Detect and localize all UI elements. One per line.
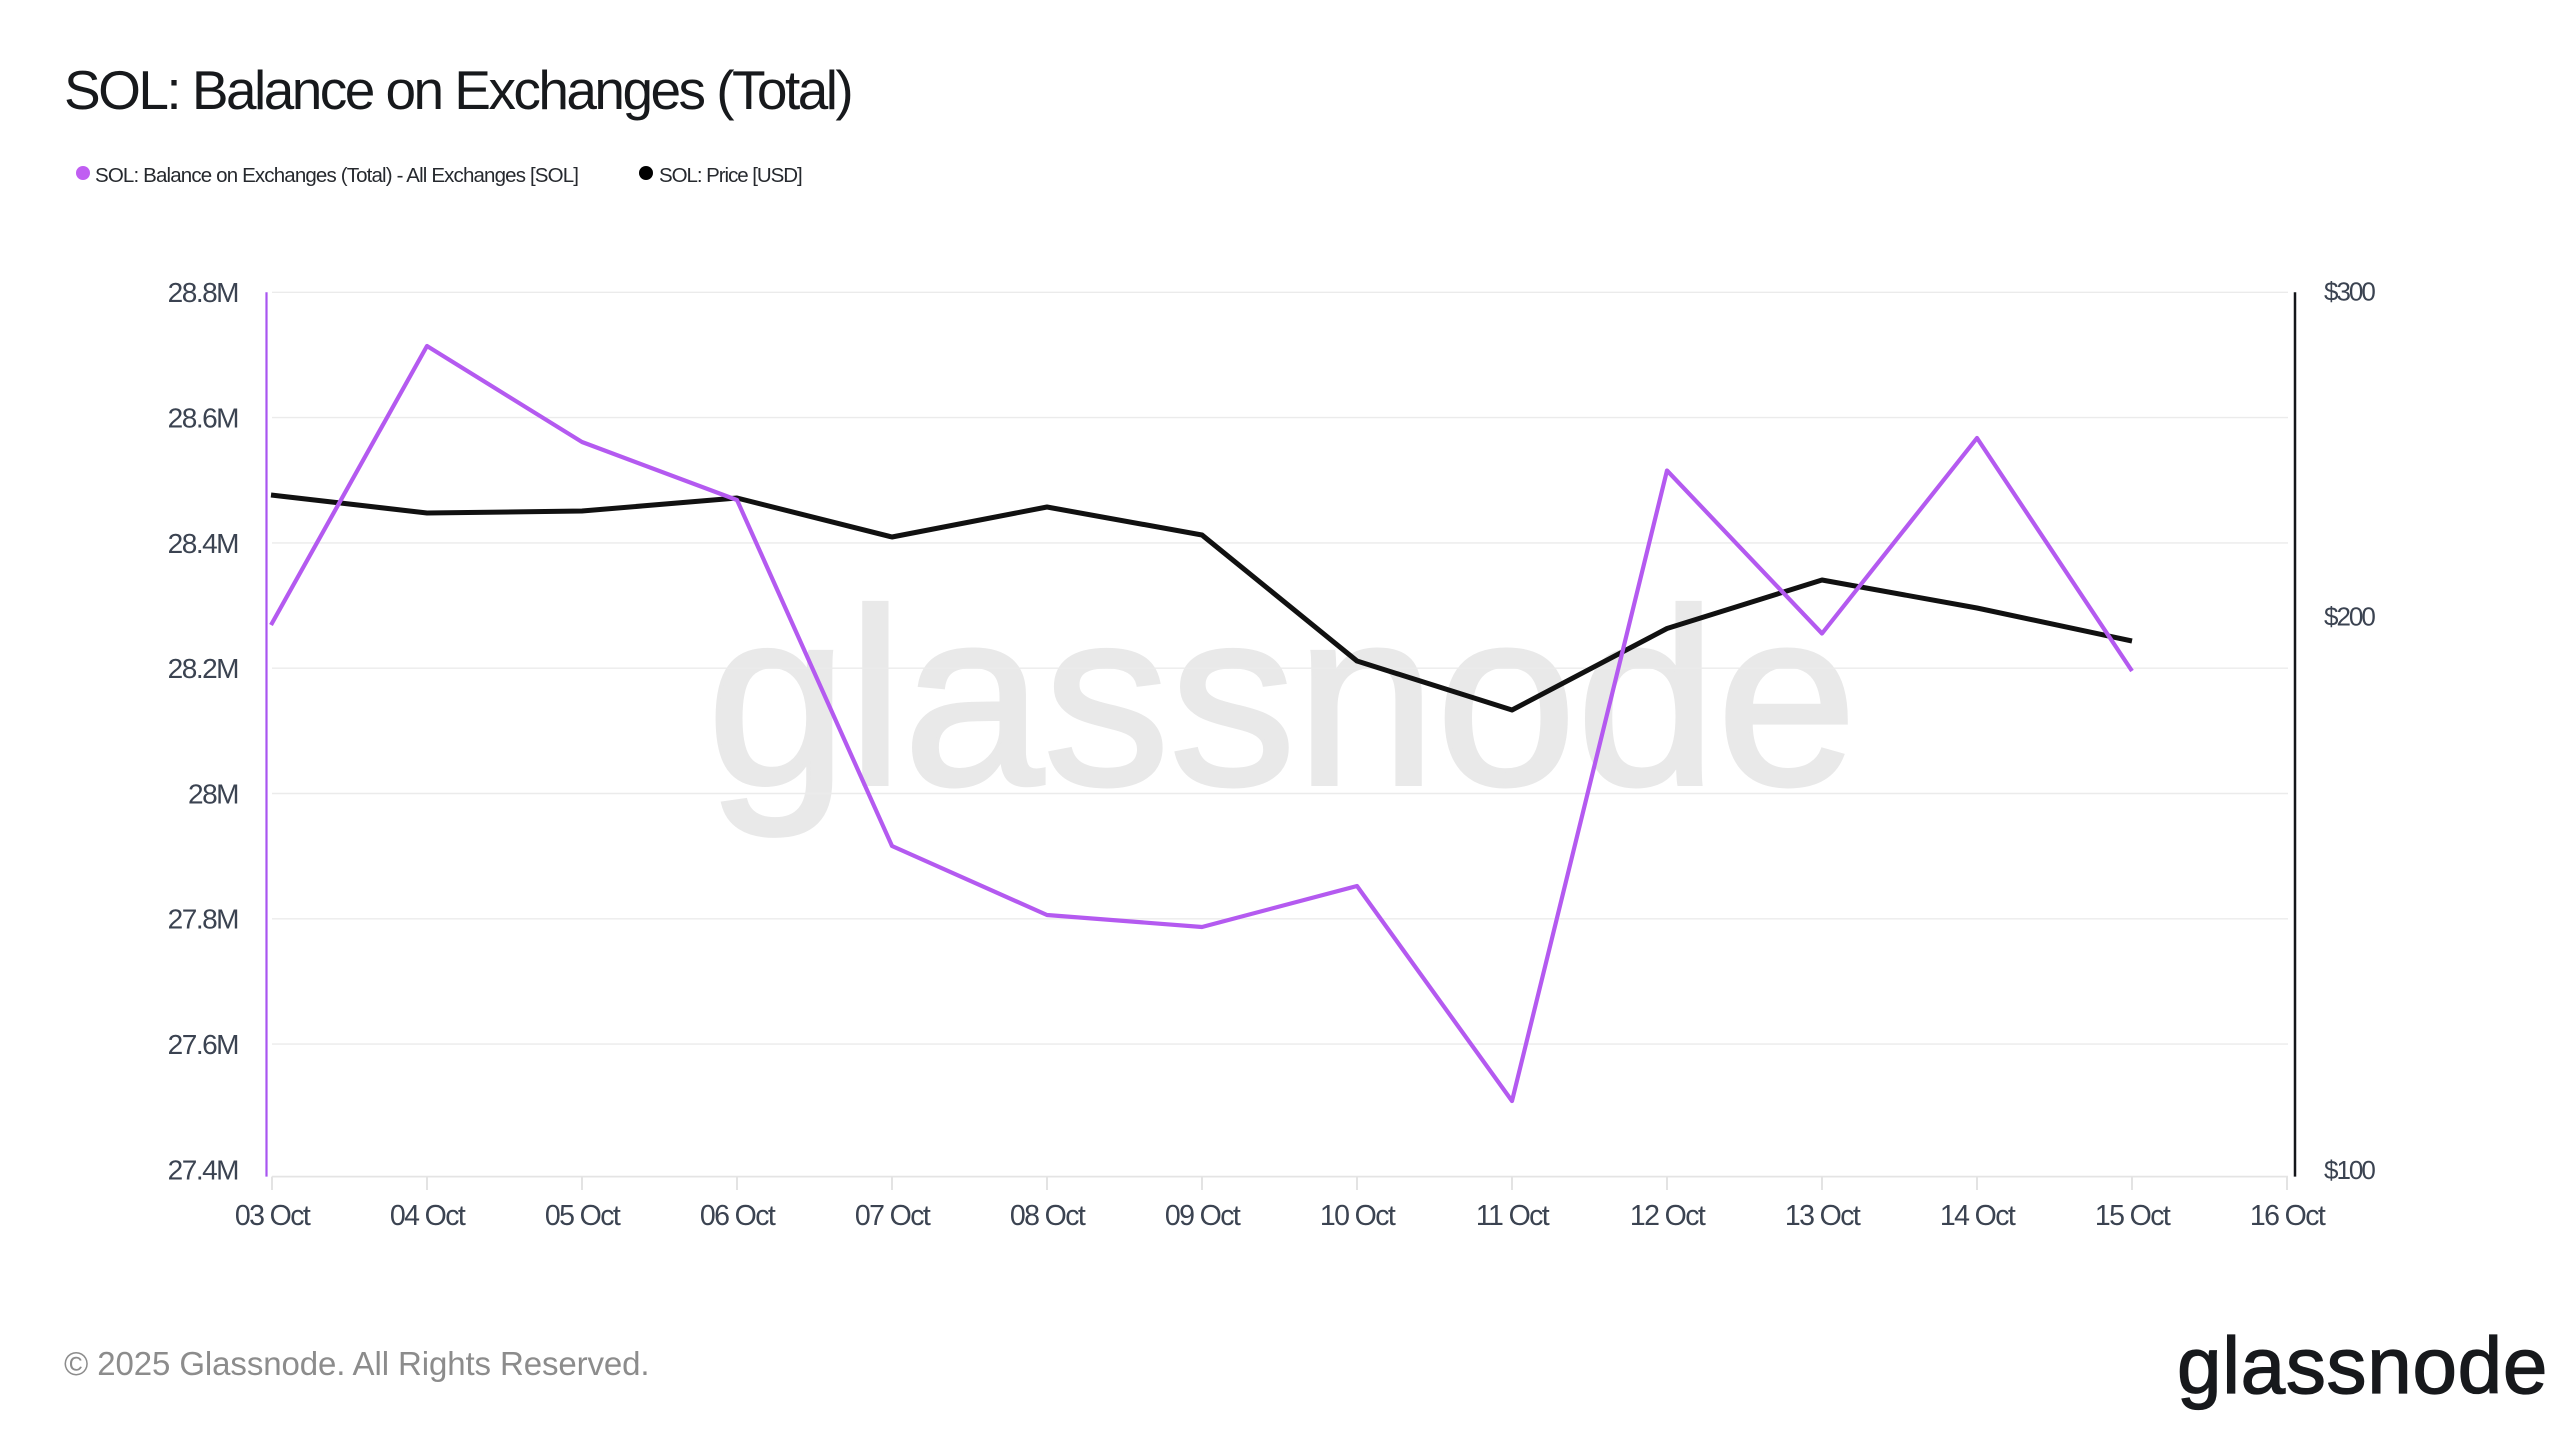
svg-text:27.8M: 27.8M	[168, 904, 238, 935]
svg-text:28.8M: 28.8M	[168, 277, 238, 308]
svg-text:06 Oct: 06 Oct	[700, 1200, 776, 1232]
svg-text:28M: 28M	[188, 778, 238, 809]
svg-text:11 Oct: 11 Oct	[1476, 1200, 1550, 1232]
svg-text:04 Oct: 04 Oct	[390, 1200, 466, 1232]
svg-text:16 Oct: 16 Oct	[2250, 1200, 2326, 1232]
svg-text:03 Oct: 03 Oct	[235, 1200, 311, 1232]
svg-text:$200: $200	[2324, 602, 2375, 632]
svg-text:09 Oct: 09 Oct	[1165, 1200, 1241, 1232]
svg-text:$300: $300	[2324, 277, 2375, 307]
svg-text:08 Oct: 08 Oct	[1010, 1200, 1086, 1232]
svg-text:14 Oct: 14 Oct	[1940, 1200, 2016, 1232]
svg-text:12 Oct: 12 Oct	[1630, 1200, 1706, 1232]
svg-text:15 Oct: 15 Oct	[2095, 1200, 2171, 1232]
svg-text:28.6M: 28.6M	[168, 403, 238, 434]
svg-text:10 Oct: 10 Oct	[1320, 1200, 1396, 1232]
svg-text:28.4M: 28.4M	[168, 528, 238, 559]
svg-text:glassnode: glassnode	[707, 559, 1857, 838]
svg-text:27.6M: 27.6M	[168, 1029, 238, 1060]
svg-text:05 Oct: 05 Oct	[545, 1200, 621, 1232]
svg-text:07 Oct: 07 Oct	[855, 1200, 931, 1232]
svg-text:27.4M: 27.4M	[168, 1154, 238, 1185]
svg-text:13 Oct: 13 Oct	[1785, 1200, 1861, 1232]
svg-text:28.2M: 28.2M	[168, 653, 238, 684]
svg-text:$100: $100	[2324, 1155, 2375, 1185]
